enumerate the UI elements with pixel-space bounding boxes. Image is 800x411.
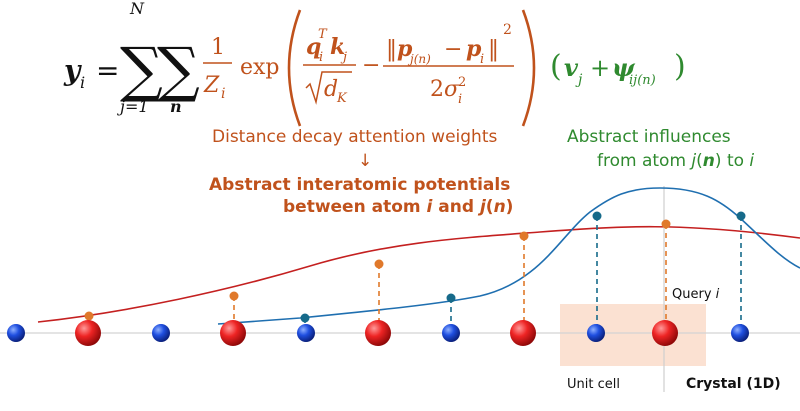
norm-open: ‖ xyxy=(386,37,397,62)
sum2-symbol: ∑ xyxy=(157,35,200,105)
red-atom xyxy=(510,320,536,346)
influence-marker xyxy=(300,313,310,323)
formula-lhs-sub: i xyxy=(80,73,85,92)
sum1-top: N xyxy=(129,0,145,18)
p-vector-2: p xyxy=(466,36,482,62)
paren-right: ) xyxy=(674,49,686,84)
potentials-label-line2: between atom i and j(n) xyxy=(283,197,513,217)
weight-marker xyxy=(229,291,239,301)
q-sup: T xyxy=(318,27,328,42)
sqrt-d: d xyxy=(324,77,338,102)
attention-weights-label: Distance decay attention weights xyxy=(212,127,497,147)
weight-marker xyxy=(374,259,384,269)
norm-close: ‖ xyxy=(488,37,499,62)
red-atom xyxy=(220,320,246,346)
p-vector-1-sub: j(n) xyxy=(407,52,431,66)
sigma: σ xyxy=(444,77,460,102)
sigma-coef: 2 xyxy=(430,77,444,102)
k-vector: k xyxy=(330,34,345,60)
down-arrow-icon: ↓ xyxy=(358,151,372,171)
sigma-sub: i xyxy=(458,92,462,107)
sigma-sup: 2 xyxy=(458,75,466,90)
psi: ψ xyxy=(612,53,636,82)
v-vector: v xyxy=(564,53,579,82)
weight-marker xyxy=(84,311,94,321)
blue-atom xyxy=(152,324,170,342)
blue-atom xyxy=(442,324,460,342)
exp-func: exp xyxy=(240,55,280,80)
weight-marker xyxy=(519,231,529,241)
sum1-symbol: ∑ xyxy=(120,35,163,105)
attention-weight-curve xyxy=(37,225,800,323)
frac-num: 1 xyxy=(211,35,225,60)
paren-left: ( xyxy=(550,49,562,84)
influence-marker xyxy=(736,211,746,221)
big-paren-right xyxy=(521,9,536,127)
potentials-label-line1: Abstract interatomic potentials xyxy=(209,175,510,195)
plus: + xyxy=(590,54,610,82)
formula-minus: − xyxy=(362,53,380,78)
formula-values: ( v j + ψ ij(n) ) xyxy=(550,49,686,88)
q-vector: q xyxy=(306,34,321,60)
weight-markers xyxy=(84,219,671,321)
weight-marker xyxy=(661,219,671,229)
unit-cell-label: Unit cell xyxy=(567,377,620,392)
p-vector-1: p xyxy=(397,36,413,62)
query-label: Query i xyxy=(672,287,720,302)
sum2-bottom: n xyxy=(170,97,182,116)
big-paren-left xyxy=(287,9,302,127)
q-sub: i xyxy=(319,50,323,65)
blue-atom xyxy=(587,324,605,342)
norm-minus: − xyxy=(444,37,462,62)
sqrt-sign xyxy=(305,71,352,105)
unit-cell-box xyxy=(560,304,706,366)
v-sub: j xyxy=(575,72,583,88)
blue-atom xyxy=(731,324,749,342)
formula-lhs: y xyxy=(63,54,82,87)
red-atom xyxy=(365,320,391,346)
influence-marker xyxy=(446,293,456,303)
red-atom xyxy=(75,320,101,346)
blue-atom xyxy=(297,324,315,342)
sum1-bottom: j=1 xyxy=(117,97,149,116)
p-vector-2-sub: i xyxy=(480,52,484,67)
psi-sub: ij(n) xyxy=(629,73,656,88)
norm-sup: 2 xyxy=(503,22,512,38)
influences-labels: Abstract influences from atom j(n) to i xyxy=(567,127,754,171)
formula: y i = N ∑ j=1 ∑ n xyxy=(63,0,200,116)
weights-labels: Distance decay attention weights ↓ Abstr… xyxy=(209,127,513,217)
influence-markers xyxy=(300,211,746,323)
influence-marker xyxy=(592,211,602,221)
influences-label-line2: from atom j(n) to i xyxy=(597,151,754,171)
k-sub: j xyxy=(340,50,347,65)
formula-weights: 1 Z i exp q T i k j d K − ‖ p j(n) − p i… xyxy=(203,9,536,127)
crystal-label: Crystal (1D) xyxy=(686,376,781,392)
frac-den: Z xyxy=(203,73,220,98)
sqrt-d-sub: K xyxy=(336,91,348,106)
frac-den-sub: i xyxy=(221,86,225,102)
atoms xyxy=(7,320,749,346)
formula-equals: = xyxy=(96,54,119,87)
blue-atom xyxy=(7,324,25,342)
influences-label-line1: Abstract influences xyxy=(567,127,731,147)
query-atom xyxy=(652,320,678,346)
